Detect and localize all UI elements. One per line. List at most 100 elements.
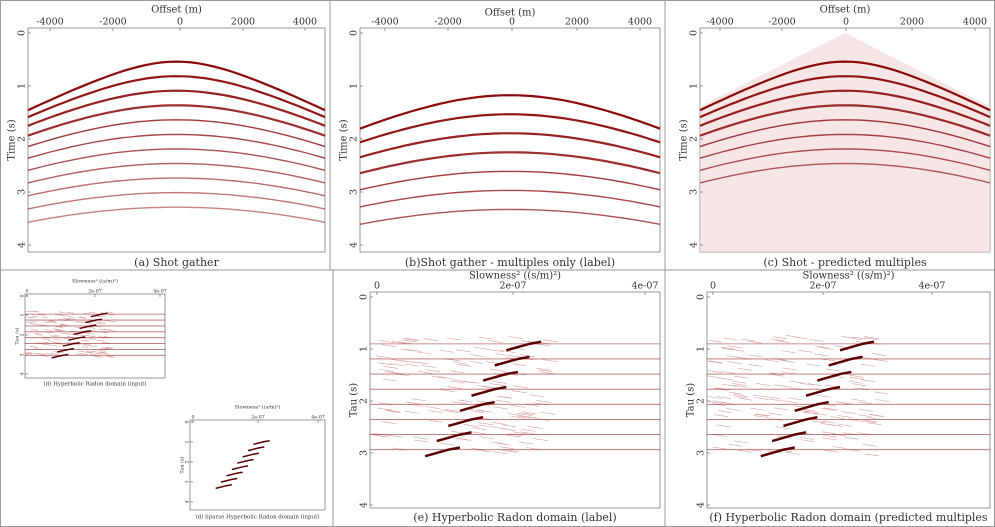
radon-focus [459, 400, 495, 413]
radon-noise [88, 311, 96, 314]
radon-noise [829, 416, 845, 419]
radon-noise [521, 415, 536, 419]
radon-noise [382, 378, 398, 382]
radon-noise [837, 423, 853, 427]
radon-noise [492, 422, 507, 425]
x-tick-label: 0 [710, 281, 716, 292]
radon-noise [858, 408, 874, 412]
y-tick-label: 1 [696, 346, 707, 352]
radon-noise [88, 338, 97, 340]
radon-noise [78, 350, 86, 353]
seismic-event [27, 133, 326, 159]
radon-noise [107, 356, 115, 358]
radon-noise [431, 375, 447, 379]
radon-noise [511, 405, 526, 408]
radon-noise [387, 434, 402, 438]
radon-noise [775, 340, 790, 343]
radon-noise [712, 446, 727, 450]
radon-focus [447, 416, 484, 428]
radon-noise [55, 330, 63, 332]
radon-noise [774, 384, 789, 388]
seismic-event [699, 148, 991, 171]
radon-focus [760, 446, 795, 458]
y-tick-label: 0 [17, 30, 28, 36]
x-tick-label: 4000 [293, 17, 317, 28]
y-axis-label: Tau (s) [686, 383, 697, 418]
seismic-event [27, 60, 326, 112]
radon-noise [404, 338, 420, 342]
radon-noise [61, 333, 69, 335]
radon-noise [381, 421, 396, 424]
radon-noise [469, 408, 484, 412]
y-tick-label: 4 [689, 242, 700, 248]
radon-noise [734, 440, 749, 444]
radon-noise [427, 410, 443, 413]
radon-noise [377, 407, 393, 411]
radon-noise [81, 346, 89, 348]
caption: (a) Shot gather [134, 256, 219, 269]
x-axis-label: Slowness² ((s/m)²) [72, 278, 118, 285]
radon-noise [56, 325, 64, 328]
radon-noise [477, 409, 493, 413]
x-tick-label: -4000 [706, 17, 733, 28]
radon-noise [108, 320, 116, 323]
radon-noise [411, 398, 427, 402]
y-tick-label: 1 [689, 83, 700, 89]
radon-noise [99, 321, 107, 323]
radon-noise [753, 397, 769, 400]
radon-noise [108, 330, 116, 332]
x-tick-label: 0 [509, 17, 515, 28]
radon-noise [66, 312, 74, 314]
panel: Slowness² ((s/m)²) Tau (s) 0 2e-07 4e-07 0 1 2 3… [14, 278, 167, 388]
x-tick-label: 0 [191, 415, 194, 421]
radon-noise [457, 399, 473, 403]
x-tick-label: 4e-07 [632, 281, 659, 292]
radon-noise [718, 410, 733, 414]
radon-noise [821, 408, 836, 411]
radon-focus [62, 341, 80, 347]
radon-noise [497, 396, 513, 399]
radon-noise [391, 359, 406, 362]
radon-noise [753, 413, 769, 417]
radon-noise [821, 420, 836, 424]
caption: (d) Hyperbolic Radon domain (input) [44, 381, 147, 388]
panel: Offset (m) Time (s) -4000 -2000 0 2000 4000 0 1 2… [7, 5, 326, 269]
radon-noise [99, 351, 107, 354]
radon-noise [455, 437, 471, 441]
radon-focus [482, 370, 519, 382]
radon-noise [507, 413, 523, 417]
radon-noise [518, 441, 534, 445]
y-tick-label: 1 [349, 83, 360, 89]
radon-noise [837, 401, 852, 405]
radon-noise [50, 335, 58, 337]
radon-noise [52, 335, 60, 337]
radon-focus [215, 484, 232, 490]
radon-noise [748, 354, 763, 358]
radon-noise [377, 362, 392, 366]
seismic-event [27, 206, 326, 223]
radon-focus [436, 431, 472, 443]
radon-focus [247, 446, 265, 452]
radon-noise [822, 431, 837, 435]
radon-noise [708, 361, 723, 364]
y-tick-label: 0 [20, 294, 26, 297]
radon-noise [871, 353, 887, 356]
radon-noise [98, 315, 106, 318]
radon-noise [417, 351, 432, 355]
radon-noise [80, 334, 88, 337]
radon-noise [25, 316, 33, 319]
x-axis-label: Offset (m) [485, 8, 536, 19]
radon-noise [453, 361, 469, 365]
radon-noise [386, 409, 401, 413]
noise-cone [700, 33, 990, 252]
radon-noise [55, 314, 63, 316]
radon-noise [406, 348, 421, 352]
radon-noise [873, 391, 889, 395]
radon-noise [807, 383, 822, 386]
radon-noise [455, 349, 471, 353]
radon-noise [493, 406, 509, 410]
radon-noise [78, 317, 86, 319]
y-tick-label: 0 [359, 294, 370, 300]
radon-focus [839, 340, 875, 352]
x-tick-label: 2e-07 [88, 289, 101, 295]
